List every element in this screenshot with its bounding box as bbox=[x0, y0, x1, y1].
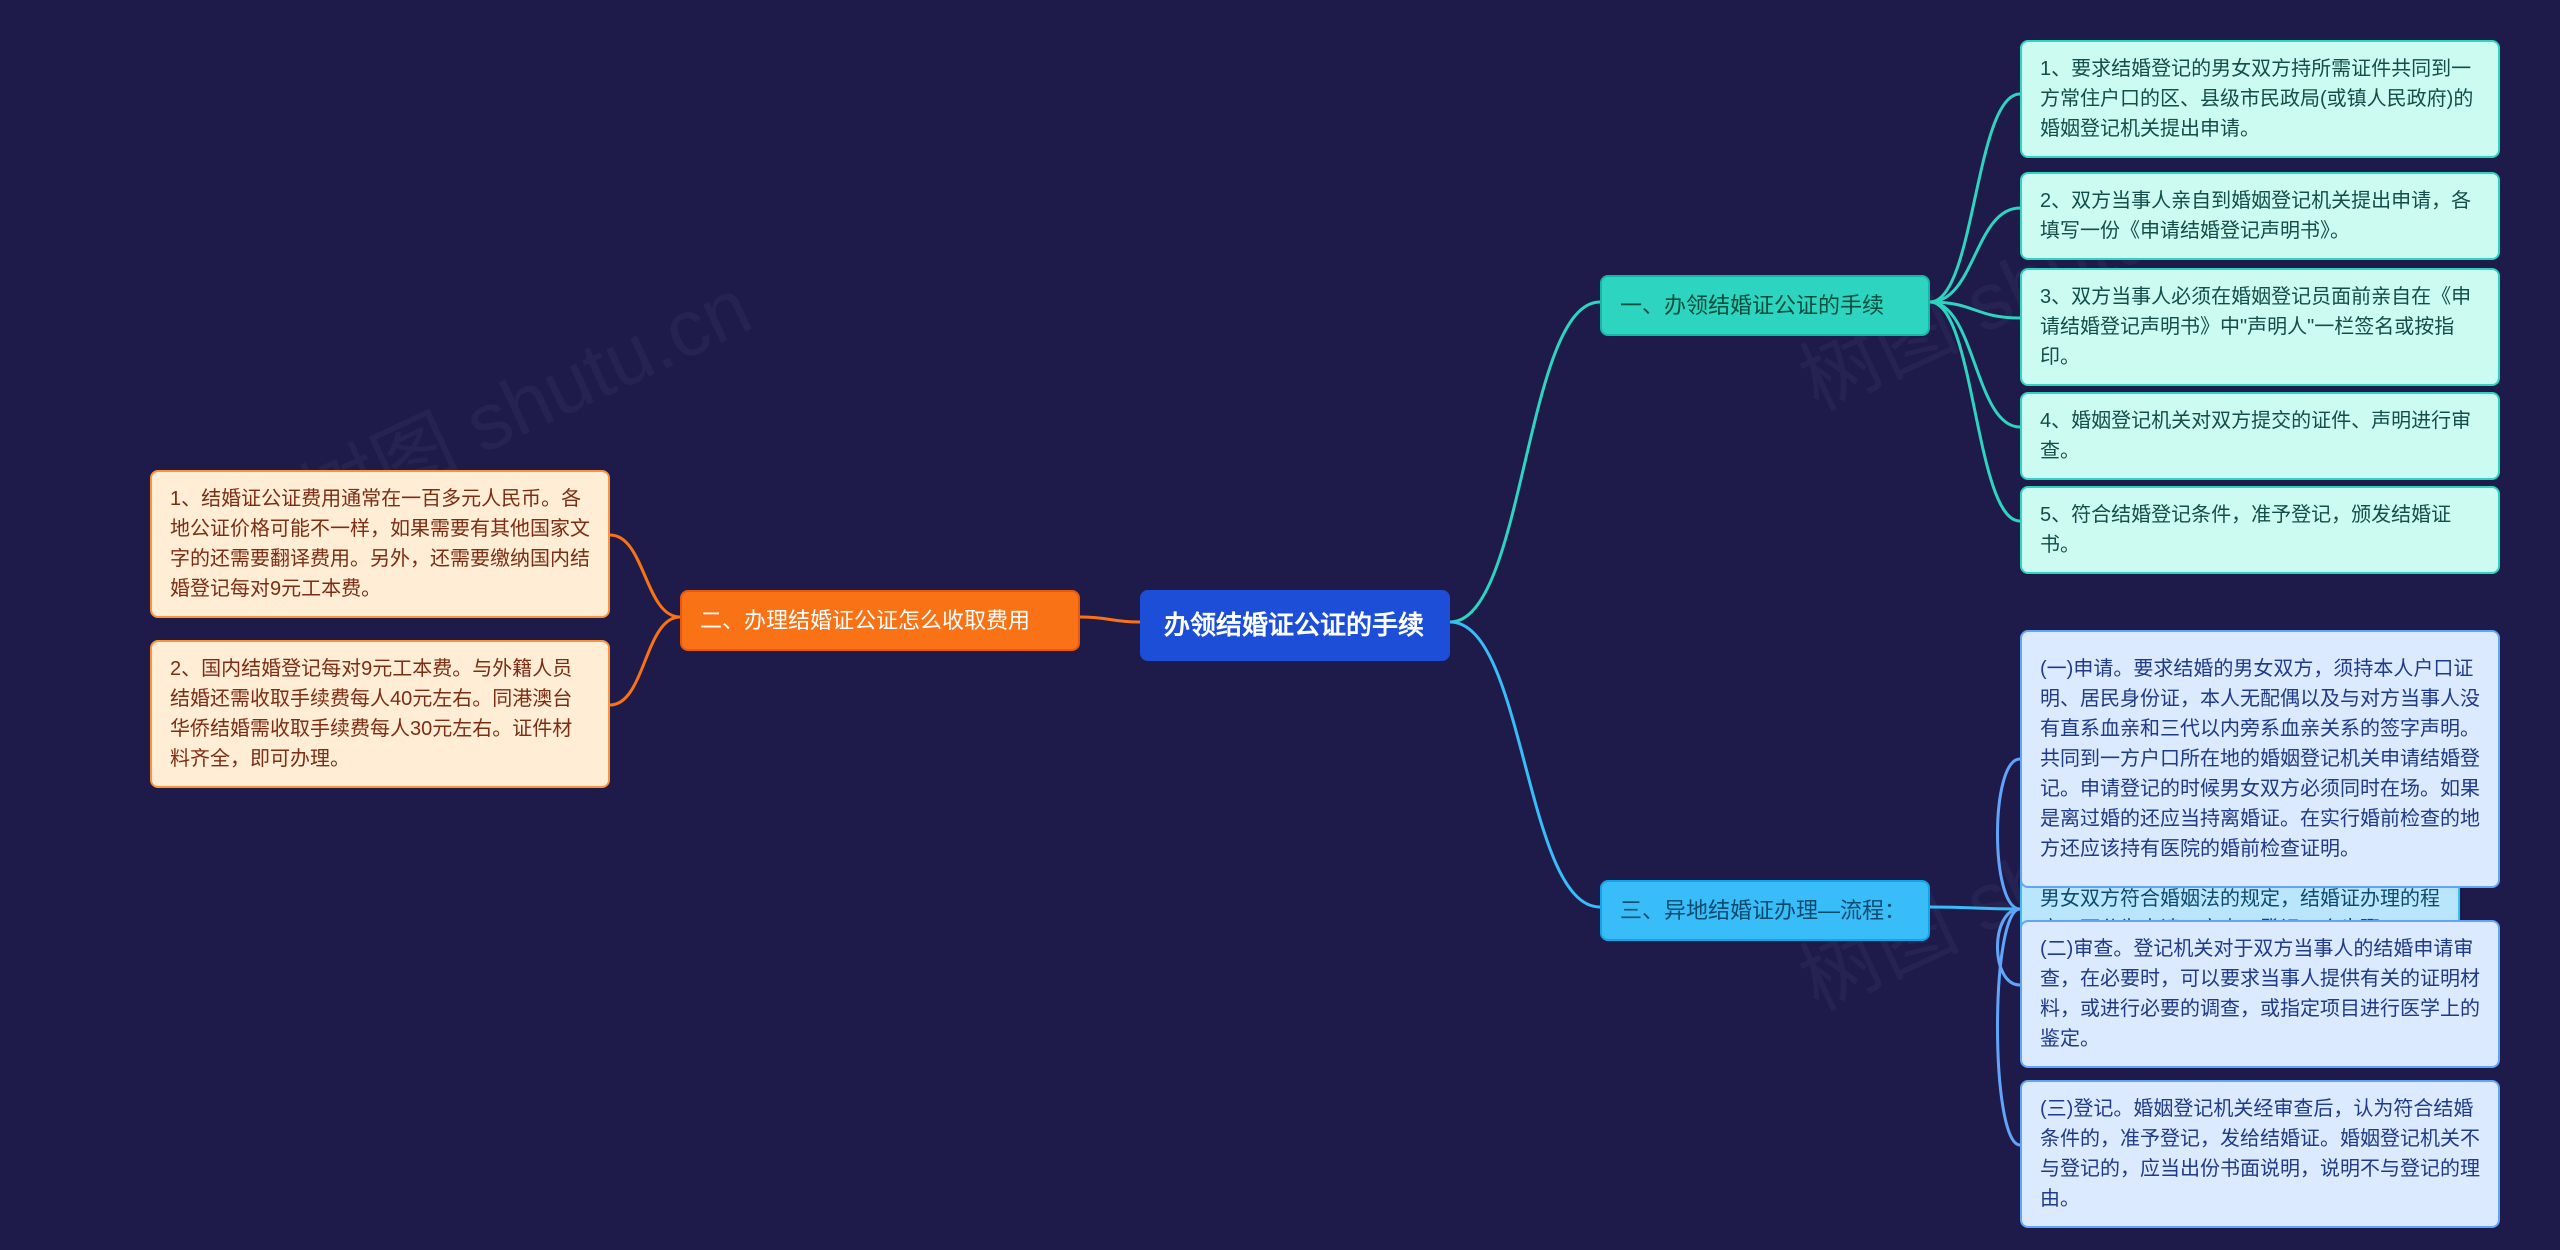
branch-1: 一、办领结婚证公证的手续 bbox=[1600, 275, 1930, 336]
branch-1-leaf-2: 2、双方当事人亲自到婚姻登记机关提出申请，各填写一份《申请结婚登记声明书》。 bbox=[2020, 172, 2500, 260]
branch-1-leaf-4: 4、婚姻登记机关对双方提交的证件、声明进行审查。 bbox=[2020, 392, 2500, 480]
branch-2-leaf-2: 2、国内结婚登记每对9元工本费。与外籍人员结婚还需收取手续费每人40元左右。同港… bbox=[150, 640, 610, 788]
branch-3: 三、异地结婚证办理—流程： bbox=[1600, 880, 1930, 941]
branch-2-leaf-1: 1、结婚证公证费用通常在一百多元人民币。各地公证价格可能不一样，如果需要有其他国… bbox=[150, 470, 610, 618]
branch-1-leaf-5: 5、符合结婚登记条件，准予登记，颁发结婚证书。 bbox=[2020, 486, 2500, 574]
branch-3-sub-leaf-2: (二)审查。登记机关对于双方当事人的结婚申请审查，在必要时，可以要求当事人提供有… bbox=[2020, 920, 2500, 1068]
branch-2: 二、办理结婚证公证怎么收取费用 bbox=[680, 590, 1080, 651]
branch-1-leaf-1: 1、要求结婚登记的男女双方持所需证件共同到一方常住户口的区、县级市民政局(或镇人… bbox=[2020, 40, 2500, 158]
mindmap-canvas: 树图 shutu.cn 树图 shutu.cn 树图 shutu.cn 办领结婚… bbox=[0, 0, 2560, 1250]
branch-3-sub-leaf-1: (一)申请。要求结婚的男女双方，须持本人户口证明、居民身份证，本人无配偶以及与对… bbox=[2020, 630, 2500, 888]
root-node: 办领结婚证公证的手续 bbox=[1140, 590, 1450, 661]
branch-3-sub-leaf-3: (三)登记。婚姻登记机关经审查后，认为符合结婚条件的，准予登记，发给结婚证。婚姻… bbox=[2020, 1080, 2500, 1228]
branch-1-leaf-3: 3、双方当事人必须在婚姻登记员面前亲自在《申请结婚登记声明书》中"声明人"一栏签… bbox=[2020, 268, 2500, 386]
